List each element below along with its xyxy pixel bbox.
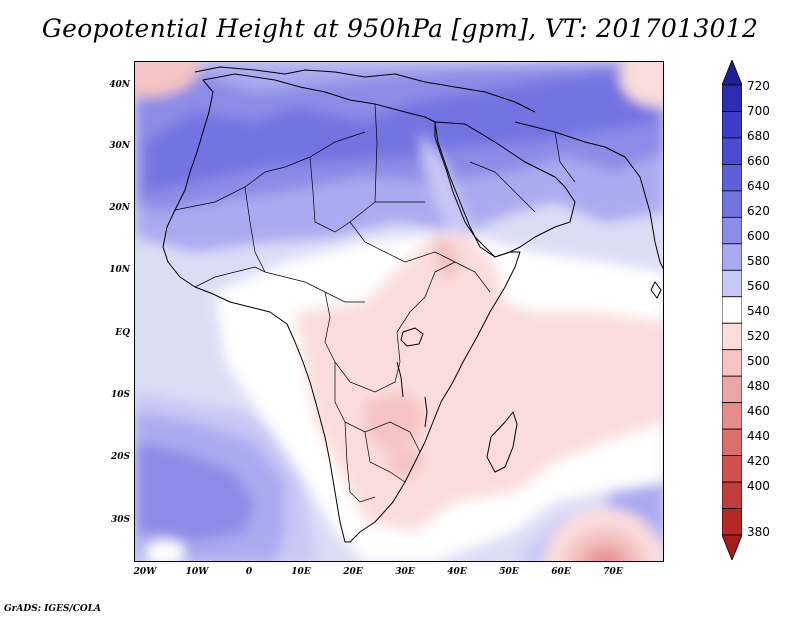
colorbar-label: 600 [747, 229, 770, 243]
lake-victoria [400, 327, 424, 347]
colorbar-swatch [722, 534, 742, 560]
plot-title: Geopotential Height at 950hPa [gpm], VT:… [41, 14, 759, 43]
field-south-core [135, 442, 255, 542]
lon-tick-label: 20W [133, 567, 157, 577]
colorbar-label: 580 [747, 254, 770, 268]
lon-tick-label: 70E [603, 567, 623, 577]
lon-tick-label: 10E [291, 567, 311, 577]
lat-tick-label: 40N [109, 80, 130, 90]
lon-tick-label: 60E [551, 567, 571, 577]
colorbar-label: 680 [747, 129, 770, 143]
lake-tanganyika [396, 361, 404, 398]
colorbar-swatch [722, 216, 742, 245]
border-arabia-interior [469, 161, 536, 213]
colorbar-swatch [722, 481, 742, 509]
border-egypt [374, 103, 425, 203]
lat-tick-label: EQ [115, 328, 130, 338]
border-horn [454, 261, 491, 293]
border-namibia [344, 421, 376, 503]
lat-tick-label: 20N [109, 203, 130, 213]
field-ne-warm [620, 62, 663, 107]
country-borders [174, 103, 576, 503]
coastline-arabia [434, 121, 576, 258]
coastline-india [604, 146, 663, 270]
border-east [396, 261, 456, 333]
colorbar-label: 700 [747, 104, 770, 118]
border-sudan [349, 221, 456, 263]
colorbar-swatch [722, 349, 742, 377]
colorbar-swatch [722, 190, 742, 218]
colorbar-swatch [722, 296, 742, 324]
colorbar-label: 420 [747, 454, 770, 468]
colorbar [722, 60, 742, 560]
lon-tick-label: 0 [245, 567, 253, 577]
colorbar-swatch [722, 164, 742, 192]
geopotential-map [135, 62, 663, 561]
border-drc [324, 291, 401, 393]
coastline-sri-lanka [650, 281, 662, 299]
colorbar-swatch [722, 375, 742, 404]
lon-tick-label: 40E [447, 567, 467, 577]
lat-tick-label: 10N [109, 265, 130, 275]
border-central [264, 271, 365, 303]
colorbar-swatch [722, 402, 742, 430]
lake-malawi [424, 396, 428, 428]
field-mozambique-low [387, 448, 423, 476]
height-field [135, 62, 663, 561]
field-africa-trough [295, 232, 663, 532]
lon-tick-label: 50E [499, 567, 519, 577]
colorbar-label: 380 [747, 525, 770, 539]
field-se-low-core [580, 544, 630, 561]
field-se-low-center [593, 554, 617, 561]
field-atlantic-neutral [215, 312, 295, 402]
lat-tick-label: 30S [110, 515, 130, 525]
field-nw-low [135, 62, 200, 97]
colorbar-swatch [722, 428, 742, 456]
coastlines [162, 66, 663, 543]
border-sahara-west [174, 131, 366, 211]
colorbar-swatch [722, 243, 742, 271]
map-panel [134, 61, 664, 562]
lon-tick-label: 20E [343, 567, 363, 577]
lat-tick-label: 20S [110, 452, 130, 462]
colorbar-label: 560 [747, 279, 770, 293]
field-ethiopia-low [435, 232, 460, 282]
colorbar-label: 720 [747, 79, 770, 93]
colorbar-label: 460 [747, 404, 770, 418]
colorbar-label: 520 [747, 329, 770, 343]
colorbar-swatch [722, 508, 742, 536]
colorbar-swatch [722, 60, 742, 86]
colorbar-label: 480 [747, 379, 770, 393]
colorbar-label: 640 [747, 179, 770, 193]
border-iran-afghan [554, 131, 576, 183]
colorbar-swatch [722, 111, 742, 139]
field-sw-low [145, 540, 185, 561]
lat-tick-label: 10S [110, 390, 130, 400]
colorbar-label: 540 [747, 304, 770, 318]
colorbar-label: 400 [747, 479, 770, 493]
colorbar-label: 660 [747, 154, 770, 168]
colorbar-swatch [722, 322, 742, 351]
colorbar-swatch [722, 455, 742, 483]
lat-tick-label: 30N [109, 141, 130, 151]
colorbar-swatch [722, 84, 742, 112]
border-west-africa [194, 266, 266, 288]
colorbar-label: 500 [747, 354, 770, 368]
lon-tick-label: 10W [185, 567, 209, 577]
colorbar-swatch [722, 269, 742, 298]
field-east-africa-low [365, 392, 425, 452]
border-sahara-central [244, 186, 266, 273]
border-south-africa [364, 431, 406, 483]
field-north-core [145, 72, 655, 192]
coastline-europe [194, 66, 536, 113]
border-libya [309, 156, 376, 233]
colorbar-swatch [722, 137, 742, 165]
grads-credit: GrADS: IGES/COLA [4, 604, 102, 614]
coastline-africa [162, 73, 521, 543]
coastline-madagascar [486, 411, 518, 473]
colorbar-label: 440 [747, 429, 770, 443]
coastline-iran [514, 121, 606, 148]
lon-tick-label: 30E [395, 567, 415, 577]
colorbar-label: 620 [747, 204, 770, 218]
